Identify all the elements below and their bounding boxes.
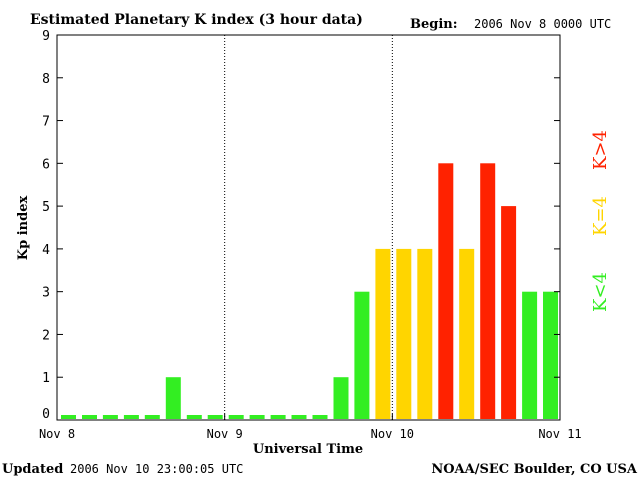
kp-bar	[102, 415, 118, 419]
x-tick-label: Nov 9	[207, 427, 243, 441]
kp-bar	[207, 415, 223, 419]
y-axis-ticks: 0 1 2 3 4 5 6 7 8 9	[42, 29, 560, 422]
kp-bar	[165, 377, 181, 419]
updated-label: Updated	[2, 462, 63, 477]
kp-bar	[61, 415, 76, 419]
kp-bar	[82, 415, 97, 419]
y-tick-label: 6	[42, 157, 50, 172]
kp-bar	[144, 415, 160, 419]
kp-bar	[480, 163, 496, 419]
y-tick-label: 9	[42, 29, 50, 44]
y-tick-label: 5	[42, 200, 50, 215]
kp-bar	[417, 248, 433, 419]
chart-title: Estimated Planetary K index (3 hour data…	[30, 12, 363, 28]
kp-bar	[438, 163, 454, 419]
kp-bar	[186, 415, 202, 419]
kp-bar	[543, 291, 558, 419]
begin-value: 2006 Nov 8 0000 UTC	[474, 17, 611, 31]
legend-high: K>4	[590, 130, 611, 170]
kp-bar	[501, 206, 517, 419]
source-credit: NOAA/SEC Boulder, CO USA	[431, 462, 638, 477]
day-separators	[224, 35, 393, 420]
kp-bar	[333, 377, 349, 419]
kp-bar	[312, 415, 328, 419]
y-tick-label: 7	[42, 115, 50, 130]
y-tick-label: 0	[42, 407, 50, 422]
kp-bar	[249, 415, 265, 419]
legend-low: K<4	[590, 272, 611, 312]
y-tick-label: 3	[42, 286, 50, 301]
updated-value: 2006 Nov 10 23:00:05 UTC	[70, 462, 243, 476]
kp-bar	[123, 415, 139, 419]
y-tick-label: 8	[42, 72, 50, 87]
kp-bar	[291, 415, 307, 419]
kp-bar	[459, 248, 475, 419]
x-axis-ticks: Nov 8 Nov 9 Nov 10 Nov 11	[39, 414, 582, 441]
plot-frame	[56, 34, 561, 421]
bar-series	[61, 163, 558, 419]
y-tick-label: 1	[42, 371, 50, 386]
x-axis-label: Universal Time	[253, 442, 363, 457]
x-tick-label: Nov 11	[538, 427, 581, 441]
legend-mid: K=4	[590, 196, 611, 236]
kp-bar	[522, 291, 538, 419]
kp-bar	[375, 248, 391, 419]
kp-bar	[396, 248, 412, 419]
y-axis-label: Kp index	[16, 196, 31, 261]
kp-bar	[228, 415, 244, 419]
begin-label: Begin:	[410, 17, 458, 32]
y-tick-label: 2	[42, 328, 50, 343]
kp-bar	[270, 415, 286, 419]
kp-bar	[354, 291, 370, 419]
x-tick-label: Nov 10	[371, 427, 414, 441]
x-tick-label: Nov 8	[39, 427, 75, 441]
y-tick-label: 4	[42, 243, 50, 258]
